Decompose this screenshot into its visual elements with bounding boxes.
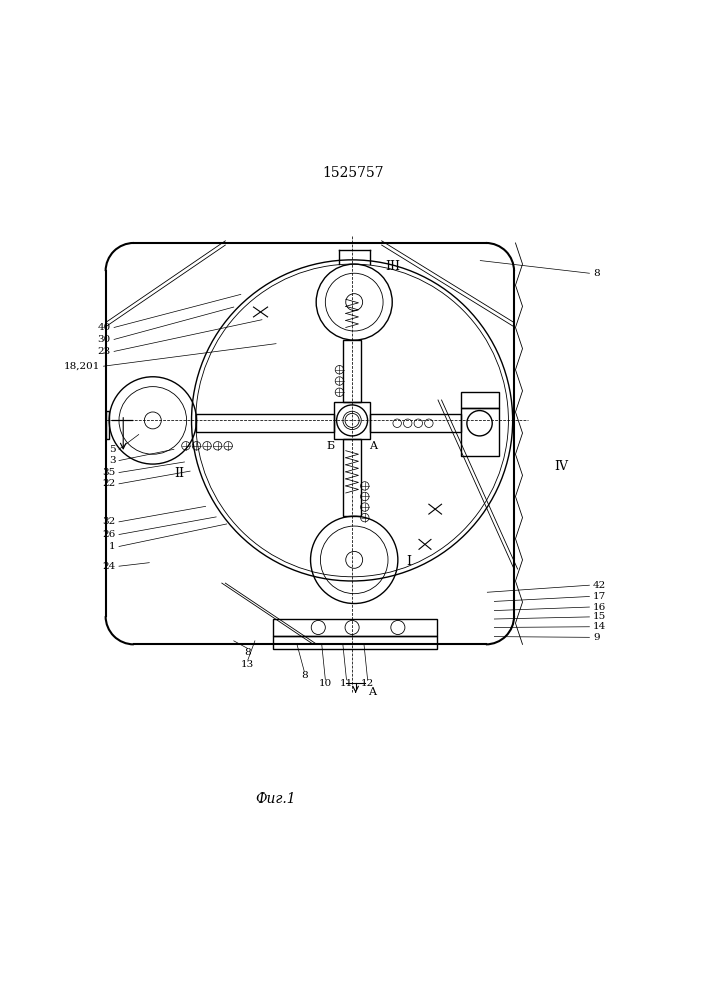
Bar <box>105 411 109 439</box>
Text: 8: 8 <box>245 648 251 657</box>
Bar <box>343 439 361 516</box>
Text: 24: 24 <box>103 562 115 571</box>
Bar <box>273 619 437 636</box>
Text: 11: 11 <box>340 679 353 688</box>
Circle shape <box>346 294 363 311</box>
Bar <box>370 414 460 432</box>
Text: 18,201: 18,201 <box>64 362 100 371</box>
Text: 40: 40 <box>98 323 110 332</box>
Text: 16: 16 <box>593 603 606 612</box>
Text: 12: 12 <box>361 679 374 688</box>
Circle shape <box>144 412 161 429</box>
Text: A: A <box>369 441 378 451</box>
Text: Фиг.1: Фиг.1 <box>256 792 296 806</box>
Text: II: II <box>174 467 184 480</box>
Circle shape <box>345 620 359 635</box>
Text: 10: 10 <box>319 679 332 688</box>
Text: Б: Б <box>327 441 335 451</box>
Text: 22: 22 <box>103 479 115 488</box>
Text: 35: 35 <box>103 468 115 477</box>
Text: 32: 32 <box>103 517 115 526</box>
Text: 9: 9 <box>593 633 600 642</box>
Text: III: III <box>385 260 400 273</box>
Text: 15: 15 <box>593 612 606 621</box>
Circle shape <box>391 620 405 635</box>
Circle shape <box>311 620 325 635</box>
Circle shape <box>345 413 359 427</box>
Text: 26: 26 <box>103 530 115 539</box>
Bar <box>334 402 370 439</box>
Bar <box>197 414 334 432</box>
Text: I: I <box>407 555 411 568</box>
Text: 1525757: 1525757 <box>322 166 385 180</box>
Text: 1: 1 <box>109 542 115 551</box>
Text: 42: 42 <box>593 581 606 590</box>
Text: 5: 5 <box>109 445 115 454</box>
Text: 3: 3 <box>109 456 115 465</box>
Bar <box>460 408 498 456</box>
Text: IV: IV <box>554 460 568 473</box>
Bar <box>273 636 437 649</box>
Bar <box>460 392 498 408</box>
Text: 17: 17 <box>593 592 606 601</box>
Text: 8: 8 <box>593 269 600 278</box>
Text: 8: 8 <box>301 671 308 680</box>
Text: 23: 23 <box>98 347 110 356</box>
Bar <box>343 340 361 402</box>
Text: A: A <box>368 687 375 697</box>
Text: 14: 14 <box>593 622 606 631</box>
Text: 13: 13 <box>241 660 255 669</box>
Text: 30: 30 <box>98 335 110 344</box>
Circle shape <box>346 551 363 568</box>
